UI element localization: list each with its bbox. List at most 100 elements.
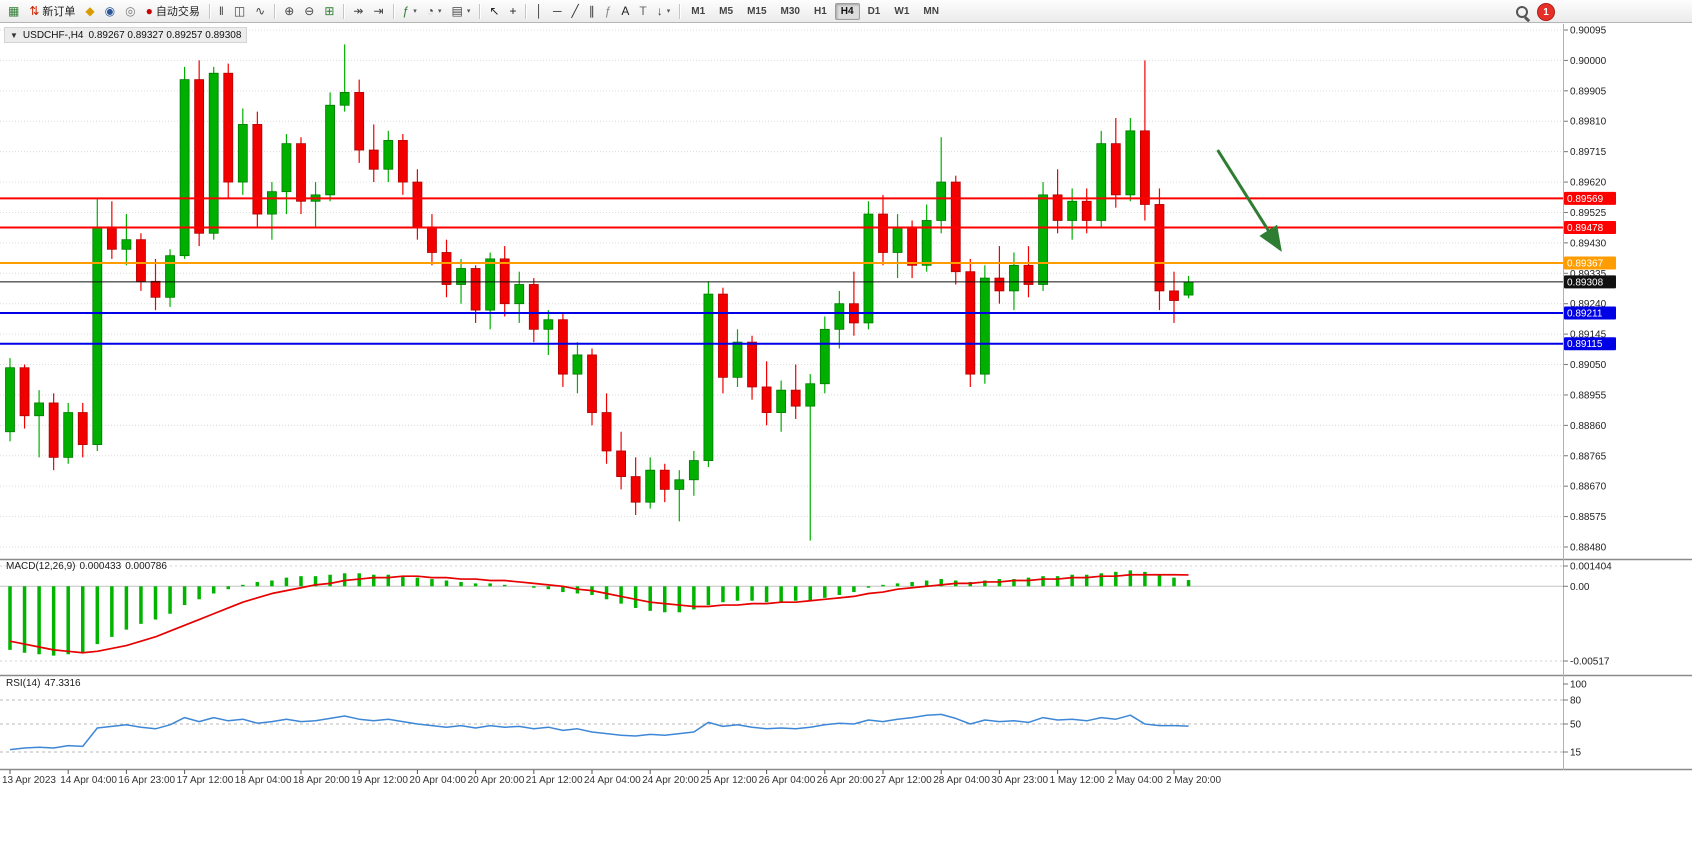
auto-scroll-button[interactable]: ↠ [348, 0, 368, 22]
timeframe-m30[interactable]: M30 [780, 5, 800, 17]
profile-icon[interactable]: ◉ [100, 0, 120, 22]
new-order-button[interactable]: ⇅ 新订单 [24, 0, 80, 22]
grid-layer [0, 29, 1563, 548]
chart-shift-button-glyph: ⇥ [373, 4, 384, 18]
toolbar-groups: ▦ ⇅ 新订单 ◆ ◉ ◎ ● 自动交易 ‖ ◫ ∿ ⊕ ⊖ ⊞ ↠ ⇥ ƒ ▾ ◔ ▾ ▤ ▾ ↖ + │ ─ ╱ ∥ ƒ A T ↓ ▾ M1… [3, 0, 946, 22]
svg-text:0.89569: 0.89569 [1567, 194, 1604, 205]
market-watch-icon[interactable]: ◆ [80, 0, 99, 22]
macd-panel[interactable] [0, 560, 1563, 675]
svg-text:17 Apr 12:00: 17 Apr 12:00 [177, 775, 234, 786]
text-button[interactable]: A [616, 0, 634, 22]
timeframe-d1[interactable]: D1 [867, 5, 881, 17]
time-axis-labels: 13 Apr 2023 14 Apr 04:0016 Apr 23:0017 Ap… [2, 770, 1221, 786]
svg-text:0.89905: 0.89905 [1570, 86, 1607, 97]
svg-text:21 Apr 12:00: 21 Apr 12:00 [526, 775, 583, 786]
svg-text:28 Apr 04:00: 28 Apr 04:00 [933, 775, 990, 786]
svg-text:0.88575: 0.88575 [1570, 512, 1607, 523]
periods-button[interactable]: ◔ ▾ [422, 0, 447, 22]
tile-windows-button-glyph: ⊞ [324, 4, 335, 18]
svg-text:2 May 20:00: 2 May 20:00 [1166, 775, 1221, 786]
svg-text:0.001404: 0.001404 [1570, 562, 1612, 573]
refresh-icon-glyph: ◎ [125, 4, 136, 18]
chart-shift-button[interactable]: ⇥ [368, 0, 388, 22]
scroll-group: ↠ ⇥ [348, 0, 388, 22]
autotrading-button-glyph: ● [145, 4, 153, 18]
svg-text:0.88765: 0.88765 [1570, 451, 1607, 462]
notification-badge[interactable]: 1 [1537, 3, 1555, 21]
toolbar-right: 1 [1514, 3, 1555, 21]
svg-text:0.89240: 0.89240 [1570, 299, 1607, 310]
vertical-line-button[interactable]: │ [530, 0, 548, 22]
toolbar-separator [679, 3, 681, 19]
trend-arrow-annotation[interactable] [1216, 149, 1282, 252]
svg-text:-0.00517: -0.00517 [1570, 657, 1610, 668]
candlestick-type-button[interactable]: ◫ [229, 0, 250, 22]
toolbar-separator [343, 3, 345, 19]
cursor-button[interactable]: ↖ [484, 0, 504, 22]
chart-symbol-period: USDCHF-,H4 [22, 29, 84, 41]
channel-button-glyph: ∥ [588, 4, 595, 18]
svg-text:26 Apr 04:00: 26 Apr 04:00 [759, 775, 816, 786]
zoom-out-button[interactable]: ⊖ [299, 0, 319, 22]
crosshair-button[interactable]: + [504, 0, 521, 22]
rsi-value: 47.3316 [44, 678, 81, 689]
svg-text:0.89050: 0.89050 [1570, 360, 1607, 371]
resistance-line-2-badge [1564, 221, 1616, 235]
arrows-button-glyph: ↓ [656, 4, 663, 18]
trendline-button[interactable]: ╱ [566, 0, 583, 22]
channel-button[interactable]: ∥ [584, 0, 600, 22]
toolbar-separator [479, 3, 481, 19]
zoom-in-button[interactable]: ⊕ [279, 0, 299, 22]
bar-chart-type-button[interactable]: ‖ [214, 0, 229, 22]
chart-ohlc: 0.89267 0.89327 0.89257 0.89308 [88, 29, 242, 41]
macd-panel-layer: 0.001404 0.00 -0.00517 [0, 562, 1612, 668]
templates-button-glyph: ▤ [451, 4, 463, 18]
fibonacci-button[interactable]: ƒ [600, 0, 617, 22]
fibonacci-button-glyph: ƒ [604, 4, 612, 18]
search-icon[interactable] [1514, 4, 1530, 20]
svg-text:18 Apr 20:00: 18 Apr 20:00 [293, 775, 350, 786]
time-axis[interactable] [0, 770, 1563, 789]
tile-windows-button[interactable]: ⊞ [319, 0, 339, 22]
timeframe-mn[interactable]: MN [923, 5, 939, 17]
label-button[interactable]: T [634, 0, 651, 22]
timeframe-h4[interactable]: H4 [834, 2, 860, 20]
new-chart-icon[interactable]: ▦ [3, 0, 24, 22]
current-price-line-badge [1564, 275, 1616, 289]
svg-text:0.89525: 0.89525 [1570, 208, 1607, 219]
rsi-panel-layer: 100 80 50 15 [0, 680, 1587, 759]
horizontal-line-button-glyph: ─ [552, 4, 562, 18]
svg-text:15: 15 [1570, 748, 1582, 759]
templates-button[interactable]: ▤ ▾ [447, 0, 476, 22]
price-axis[interactable] [1563, 24, 1692, 770]
timeframe-m1[interactable]: M1 [691, 5, 706, 17]
rsi-line [9, 713, 1189, 751]
panel-separators[interactable] [0, 24, 1692, 771]
toolbar-separator [525, 3, 527, 19]
new-order-button-label: 新订单 [42, 6, 76, 18]
crosshair-button-glyph: + [509, 4, 517, 18]
svg-text:20 Apr 20:00: 20 Apr 20:00 [468, 775, 525, 786]
svg-text:0.89367: 0.89367 [1567, 259, 1604, 270]
timeframe-w1[interactable]: W1 [894, 5, 910, 17]
svg-text:0.89335: 0.89335 [1570, 269, 1607, 280]
arrows-button[interactable]: ↓ ▾ [652, 0, 676, 22]
indicators-button[interactable]: ƒ ▾ [398, 0, 422, 22]
autotrading-button[interactable]: ● 自动交易 [141, 0, 205, 22]
cursor-group: ↖ + [484, 0, 521, 22]
zoom-in-button-glyph: ⊕ [284, 4, 295, 18]
svg-text:0.89211: 0.89211 [1567, 308, 1603, 319]
rsi-panel[interactable] [0, 676, 1563, 769]
horizontal-line-button[interactable]: ─ [548, 0, 567, 22]
timeframe-m15[interactable]: M15 [747, 5, 767, 17]
timeframe-m5[interactable]: M5 [719, 5, 734, 17]
toolbar: ▦ ⇅ 新订单 ◆ ◉ ◎ ● 自动交易 ‖ ◫ ∿ ⊕ ⊖ ⊞ ↠ ⇥ ƒ ▾ ◔ ▾ ▤ ▾ ↖ + │ ─ ╱ ∥ ƒ A T ↓ ▾ M1… [0, 0, 1692, 23]
svg-text:0.89145: 0.89145 [1570, 330, 1607, 341]
chevron-down-icon: ▾ [466, 8, 471, 15]
line-chart-type-button[interactable]: ∿ [250, 0, 270, 22]
main-chart-area[interactable] [0, 25, 1563, 559]
chart-menu-caret-icon[interactable]: ▼ [10, 30, 18, 40]
timeframe-h1[interactable]: H1 [813, 5, 827, 17]
refresh-icon[interactable]: ◎ [120, 0, 140, 22]
